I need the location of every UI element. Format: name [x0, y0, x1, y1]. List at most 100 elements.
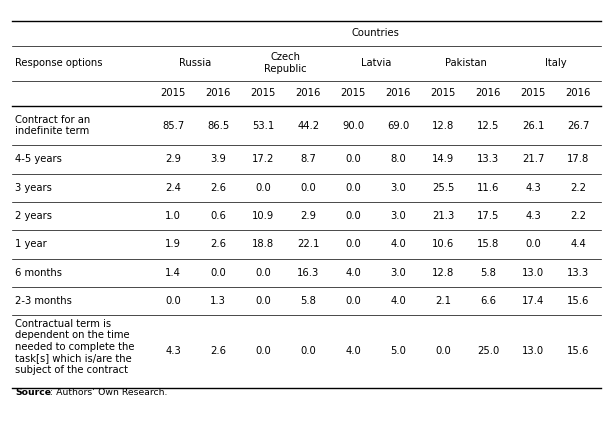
Text: 0.0: 0.0 [255, 183, 271, 193]
Text: 0.0: 0.0 [210, 268, 226, 278]
Text: Contract for an
indefinite term: Contract for an indefinite term [15, 115, 90, 137]
Text: 6 months: 6 months [15, 268, 62, 278]
Text: 13.3: 13.3 [568, 268, 589, 278]
Text: 12.8: 12.8 [432, 121, 455, 131]
Text: Latvia: Latvia [361, 58, 391, 68]
Text: 0.0: 0.0 [300, 346, 316, 356]
Text: Response options: Response options [15, 58, 103, 68]
Text: 2016: 2016 [385, 88, 411, 99]
Text: 18.8: 18.8 [252, 239, 274, 250]
Text: 5.8: 5.8 [300, 296, 316, 306]
Text: 10.6: 10.6 [432, 239, 455, 250]
Text: 4-5 years: 4-5 years [15, 154, 62, 165]
Text: : Authors’ Own Research.: : Authors’ Own Research. [50, 388, 167, 397]
Text: 25.0: 25.0 [477, 346, 500, 356]
Text: Countries: Countries [352, 28, 399, 38]
Text: 12.5: 12.5 [477, 121, 500, 131]
Text: 13.3: 13.3 [477, 154, 500, 165]
Text: 2016: 2016 [205, 88, 231, 99]
Text: 2.6: 2.6 [210, 346, 226, 356]
Text: 0.0: 0.0 [345, 154, 361, 165]
Text: 0.0: 0.0 [255, 296, 271, 306]
Text: Pakistan: Pakistan [445, 58, 487, 68]
Text: 1.4: 1.4 [165, 268, 181, 278]
Text: 0.0: 0.0 [345, 239, 361, 250]
Text: 0.0: 0.0 [345, 183, 361, 193]
Text: 13.0: 13.0 [522, 346, 544, 356]
Text: 17.4: 17.4 [522, 296, 544, 306]
Text: 0.0: 0.0 [435, 346, 451, 356]
Text: 2015: 2015 [251, 88, 276, 99]
Text: 17.5: 17.5 [477, 211, 500, 221]
Text: 25.5: 25.5 [432, 183, 455, 193]
Text: 4.0: 4.0 [390, 296, 406, 306]
Text: 0.0: 0.0 [345, 296, 361, 306]
Text: 2015: 2015 [160, 88, 186, 99]
Text: 2.9: 2.9 [165, 154, 181, 165]
Text: 17.2: 17.2 [252, 154, 274, 165]
Text: 1.3: 1.3 [210, 296, 226, 306]
Text: 0.6: 0.6 [210, 211, 226, 221]
Text: 2016: 2016 [296, 88, 321, 99]
Text: 4.0: 4.0 [345, 268, 361, 278]
Text: 1.9: 1.9 [165, 239, 181, 250]
Text: 3 years: 3 years [15, 183, 52, 193]
Text: 15.6: 15.6 [567, 346, 589, 356]
Text: 4.3: 4.3 [526, 211, 541, 221]
Text: 3.0: 3.0 [390, 183, 406, 193]
Text: 5.8: 5.8 [480, 268, 497, 278]
Text: 2 years: 2 years [15, 211, 52, 221]
Text: 4.0: 4.0 [390, 239, 406, 250]
Text: Italy: Italy [545, 58, 567, 68]
Text: 2015: 2015 [521, 88, 546, 99]
Text: 22.1: 22.1 [297, 239, 319, 250]
Text: 2.4: 2.4 [165, 183, 181, 193]
Text: 90.0: 90.0 [342, 121, 364, 131]
Text: 2015: 2015 [341, 88, 366, 99]
Text: 21.7: 21.7 [522, 154, 544, 165]
Text: 0.0: 0.0 [255, 346, 271, 356]
Text: 8.7: 8.7 [300, 154, 316, 165]
Text: 53.1: 53.1 [252, 121, 274, 131]
Text: 17.8: 17.8 [568, 154, 589, 165]
Text: 21.3: 21.3 [432, 211, 455, 221]
Text: 13.0: 13.0 [522, 268, 544, 278]
Text: 0.0: 0.0 [255, 268, 271, 278]
Text: 11.6: 11.6 [477, 183, 500, 193]
Text: 4.4: 4.4 [571, 239, 586, 250]
Text: 2-3 months: 2-3 months [15, 296, 72, 306]
Text: 3.0: 3.0 [390, 211, 406, 221]
Text: 4.3: 4.3 [526, 183, 541, 193]
Text: 69.0: 69.0 [387, 121, 409, 131]
Text: 2015: 2015 [430, 88, 456, 99]
Text: Source: Source [15, 388, 51, 397]
Text: 2.2: 2.2 [571, 211, 586, 221]
Text: 2.1: 2.1 [435, 296, 451, 306]
Text: 16.3: 16.3 [297, 268, 319, 278]
Text: 0.0: 0.0 [526, 239, 541, 250]
Text: 2.6: 2.6 [210, 183, 226, 193]
Text: 2.9: 2.9 [300, 211, 316, 221]
Text: 1.0: 1.0 [165, 211, 181, 221]
Text: 2016: 2016 [476, 88, 501, 99]
Text: 12.8: 12.8 [432, 268, 455, 278]
Text: 85.7: 85.7 [162, 121, 184, 131]
Text: 26.7: 26.7 [567, 121, 589, 131]
Text: 0.0: 0.0 [300, 183, 316, 193]
Text: Contractual term is
dependent on the time
needed to complete the
task[s] which i: Contractual term is dependent on the tim… [15, 319, 135, 375]
Text: 2.6: 2.6 [210, 239, 226, 250]
Text: 14.9: 14.9 [432, 154, 455, 165]
Text: 3.9: 3.9 [210, 154, 226, 165]
Text: 8.0: 8.0 [390, 154, 406, 165]
Text: 2016: 2016 [566, 88, 591, 99]
Text: 2.2: 2.2 [571, 183, 586, 193]
Text: 1 year: 1 year [15, 239, 47, 250]
Text: Russia: Russia [180, 58, 212, 68]
Text: 86.5: 86.5 [207, 121, 229, 131]
Text: 0.0: 0.0 [345, 211, 361, 221]
Text: 10.9: 10.9 [252, 211, 274, 221]
Text: 4.3: 4.3 [165, 346, 181, 356]
Text: Czech
Republic: Czech Republic [264, 52, 307, 74]
Text: 3.0: 3.0 [390, 268, 406, 278]
Text: 0.0: 0.0 [165, 296, 181, 306]
